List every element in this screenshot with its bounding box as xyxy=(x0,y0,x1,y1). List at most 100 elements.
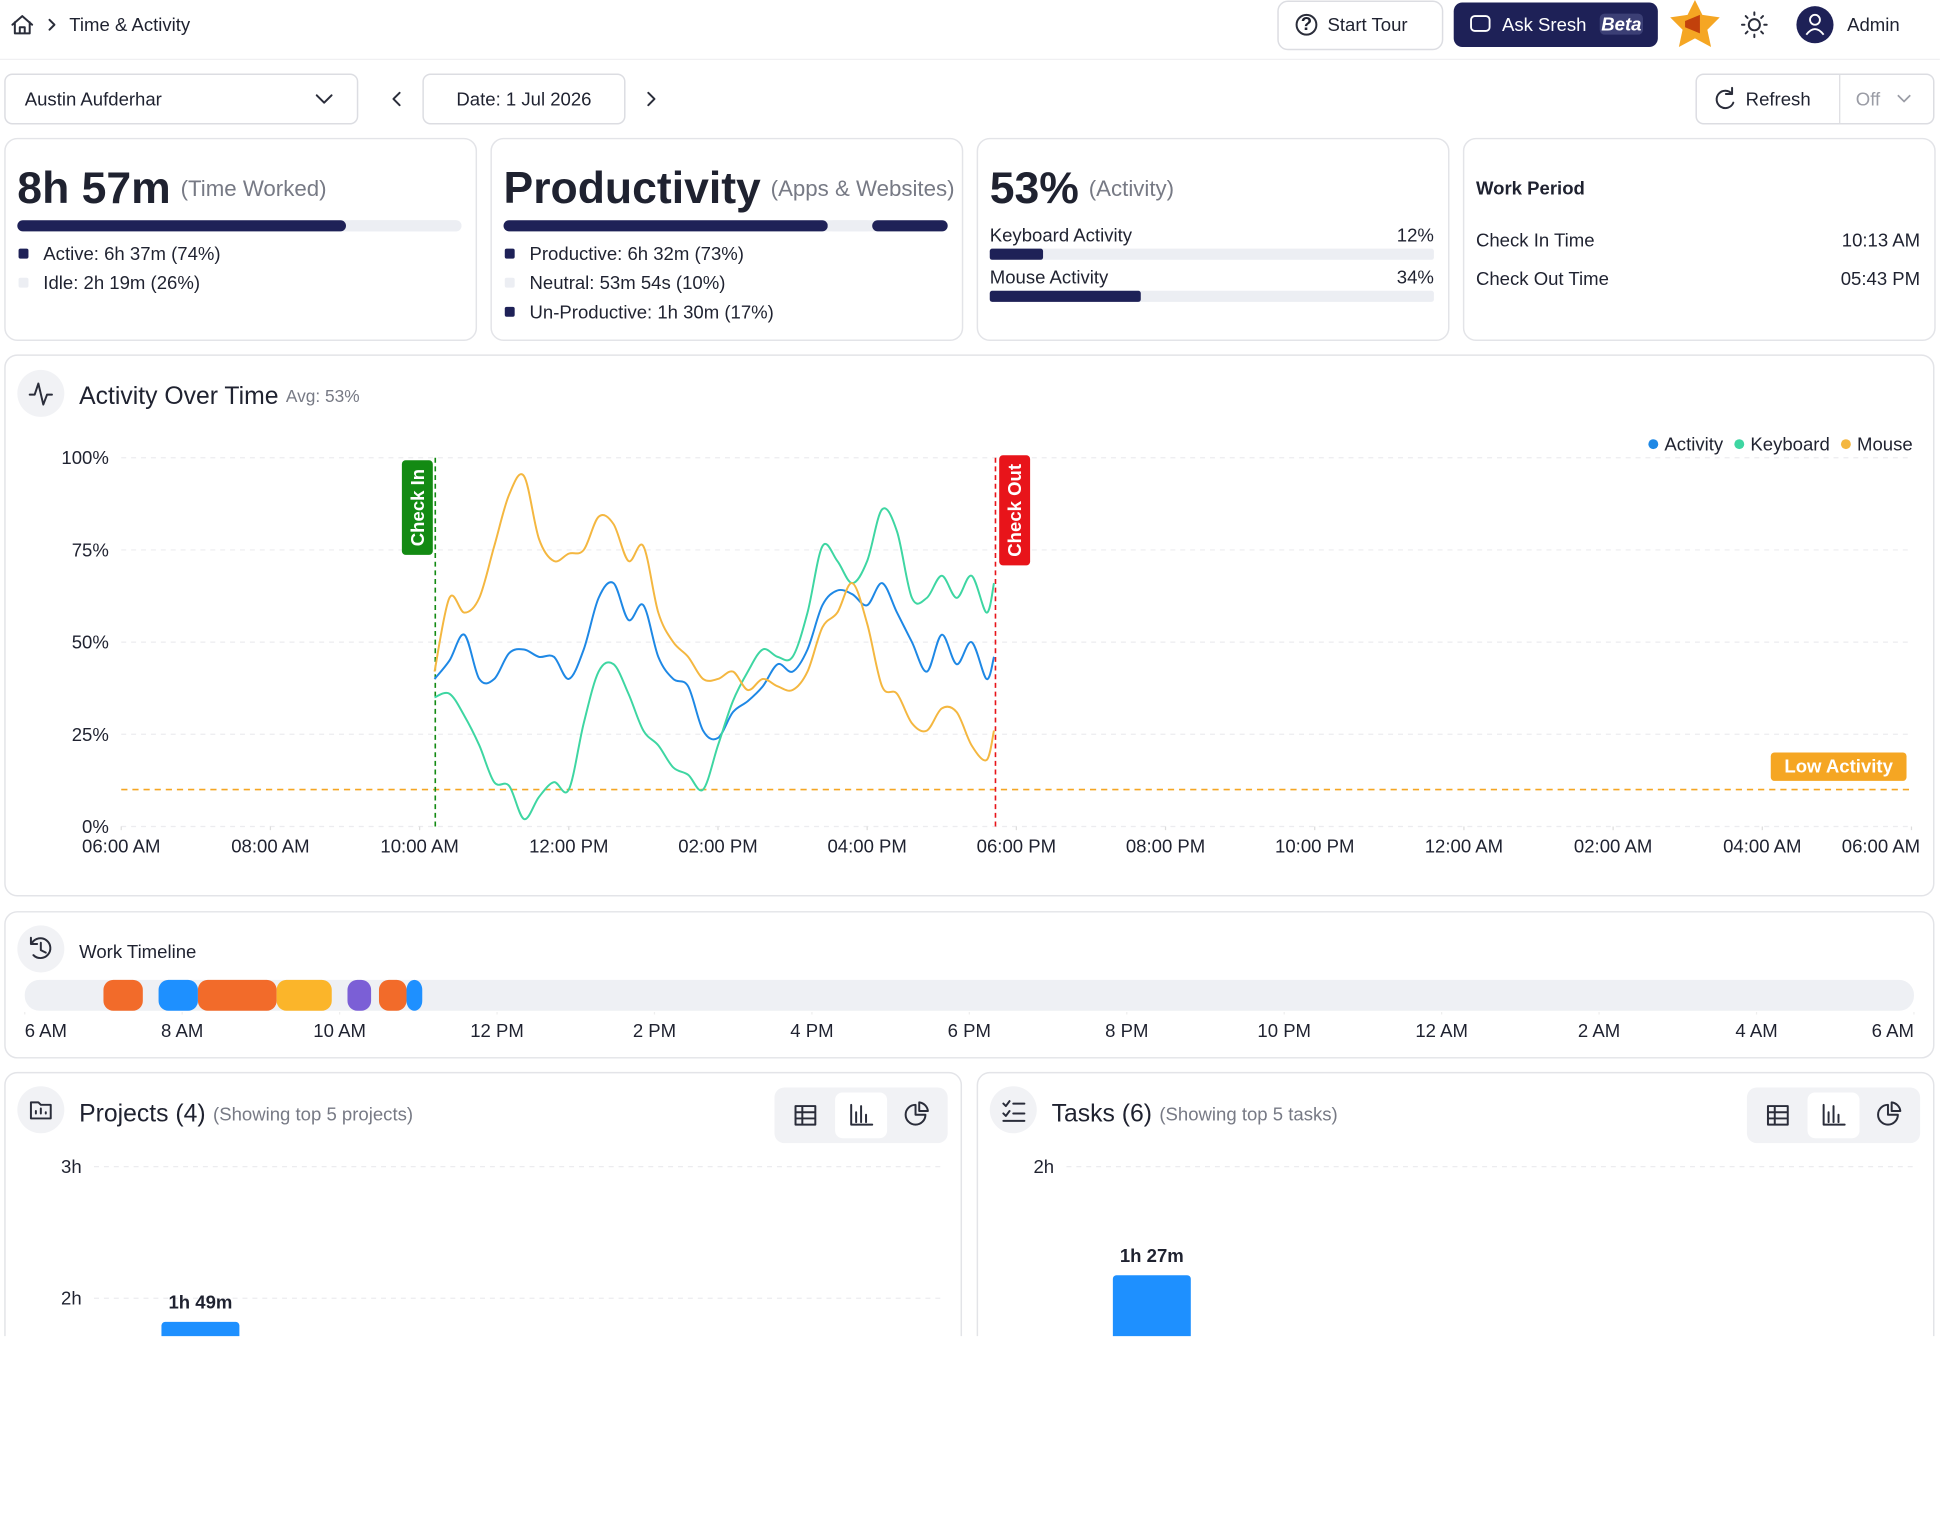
button-frame[interactable] xyxy=(1277,0,1444,51)
projects-chart: 3h 2h 1h 49m xyxy=(61,1156,941,1337)
pie-view[interactable] xyxy=(904,1101,929,1126)
auto-refresh-label[interactable]: Off xyxy=(1856,88,1881,109)
threshold-label: Low Activity xyxy=(1784,756,1893,777)
x-tick-label: 4 AM xyxy=(1735,1020,1777,1041)
breadcrumb-separator xyxy=(48,18,56,31)
bar-value-label: 1h 27m xyxy=(1120,1245,1184,1266)
time-worked-card xyxy=(4,137,478,341)
y-tick-label: 50% xyxy=(72,632,109,653)
panel-subtitle: (Showing top 5 tasks) xyxy=(1159,1103,1337,1124)
row-label: Check In Time xyxy=(1476,230,1595,251)
legend-swatch xyxy=(18,248,29,259)
bot-icon xyxy=(1470,15,1491,32)
bar-view[interactable] xyxy=(1822,1103,1846,1126)
table-view[interactable] xyxy=(794,1105,817,1126)
tasks-icon xyxy=(1002,1100,1026,1122)
card-value: Work Period xyxy=(1476,178,1585,199)
x-tick-label: 06:00 AM xyxy=(1842,836,1920,857)
view-toggle[interactable] xyxy=(774,1087,948,1144)
refresh-frame[interactable] xyxy=(1695,73,1935,125)
date-label[interactable]: Date: 1 Jul 2026 xyxy=(456,88,591,109)
legend-label: Productive: 6h 32m (73%) xyxy=(530,243,744,264)
date-button[interactable] xyxy=(422,73,626,125)
bar-label: Mouse Activity xyxy=(990,267,1109,288)
refresh-control[interactable]: Refresh Off xyxy=(1695,73,1935,125)
x-tick-label: 12 AM xyxy=(1415,1020,1468,1041)
legend-swatch xyxy=(504,277,515,288)
refresh-label[interactable]: Refresh xyxy=(1746,88,1811,109)
x-tick-label: 4 PM xyxy=(790,1020,833,1041)
table-view[interactable] xyxy=(1766,1105,1789,1126)
card-heading: 8h 57m (Time Worked) xyxy=(17,164,326,213)
user-name[interactable]: Admin xyxy=(1847,14,1900,35)
beta-badge xyxy=(1599,13,1644,35)
x-tick-label: 6 AM xyxy=(1872,1020,1914,1041)
x-tick-label: 04:00 PM xyxy=(827,836,906,857)
theme-toggle[interactable] xyxy=(1740,11,1768,39)
previous-day[interactable] xyxy=(392,91,401,107)
sun-rays xyxy=(1740,11,1768,39)
folder-icon xyxy=(29,1101,52,1120)
panel-title: Tasks (6) xyxy=(1052,1100,1152,1127)
bar-segment xyxy=(17,220,346,232)
x-tick-label: 08:00 AM xyxy=(231,836,309,857)
panel-title: Activity Over Time xyxy=(79,382,278,409)
legend-label: Active: 6h 37m (74%) xyxy=(43,243,220,264)
bar-value-label: 34% xyxy=(1397,267,1434,288)
view-toggle[interactable] xyxy=(1746,1087,1921,1144)
home-icon[interactable] xyxy=(11,15,34,35)
legend-label: Keyboard xyxy=(1750,434,1829,455)
pie-view[interactable] xyxy=(1877,1101,1902,1126)
timeline-segment xyxy=(103,979,143,1011)
annotation-label: Check In xyxy=(407,469,428,546)
avatar-body xyxy=(1805,28,1825,36)
legend-swatch xyxy=(504,306,515,317)
beta-label: Beta xyxy=(1601,14,1641,35)
button-label[interactable]: Ask Sresh xyxy=(1502,14,1587,35)
x-tick-label: 6 AM xyxy=(25,1020,67,1041)
pulse-icon xyxy=(28,382,53,406)
y-tick-label: 25% xyxy=(72,724,109,745)
x-tick-label: 2 PM xyxy=(633,1020,676,1041)
button-frame[interactable] xyxy=(1453,2,1658,48)
bar-segment xyxy=(827,220,873,232)
timeline-segment xyxy=(158,979,198,1011)
activity-panel xyxy=(4,354,1935,897)
bar-value-label: 12% xyxy=(1397,225,1434,246)
legend-swatch xyxy=(18,277,29,288)
series-line xyxy=(433,581,995,741)
employee-name[interactable]: Austin Aufderhar xyxy=(25,88,162,109)
tasks-chart: 2h 1h 27m xyxy=(1033,1156,1913,1337)
card-heading: Productivity (Apps & Websites) xyxy=(504,164,955,213)
bar-view[interactable] xyxy=(850,1103,874,1126)
timeline-segment xyxy=(197,979,277,1011)
timeline-segment xyxy=(406,979,423,1011)
button-label[interactable]: Start Tour xyxy=(1328,14,1408,35)
row-value: 05:43 PM xyxy=(1841,268,1920,289)
x-tick-label: 10:00 AM xyxy=(380,836,458,857)
y-tick-label: 0% xyxy=(82,816,109,837)
card-caption: (Time Worked) xyxy=(181,176,327,201)
x-tick-label: 06:00 AM xyxy=(82,836,160,857)
ask-button[interactable]: Ask Sresh Beta xyxy=(1453,2,1658,48)
legend-label: Idle: 2h 19m (26%) xyxy=(43,272,200,293)
panel-subtitle: Avg: 53% xyxy=(286,386,360,406)
y-tick-label: 3h xyxy=(61,1156,82,1177)
legend-label: Activity xyxy=(1664,434,1723,455)
legend-label: Mouse xyxy=(1857,434,1913,455)
y-tick-label: 2h xyxy=(1033,1156,1054,1177)
productivity-card xyxy=(490,137,964,341)
sun-icon[interactable] xyxy=(1747,18,1761,32)
panel-icon-bg xyxy=(989,1086,1037,1134)
employee-select[interactable]: Austin Aufderhar xyxy=(4,73,359,125)
help-icon-mark: ? xyxy=(1301,13,1312,34)
select-frame[interactable] xyxy=(4,73,359,125)
x-tick-label: 02:00 AM xyxy=(1574,836,1652,857)
y-tick-label: 2h xyxy=(61,1288,82,1309)
start-tour-button[interactable]: ? Start Tour xyxy=(1277,0,1444,51)
next-day[interactable] xyxy=(647,91,656,107)
x-tick-label: 12:00 AM xyxy=(1425,836,1503,857)
bar-track xyxy=(989,248,1434,260)
panel-title: Projects (4) xyxy=(79,1100,205,1127)
card-value: 8h 57m xyxy=(17,164,170,213)
